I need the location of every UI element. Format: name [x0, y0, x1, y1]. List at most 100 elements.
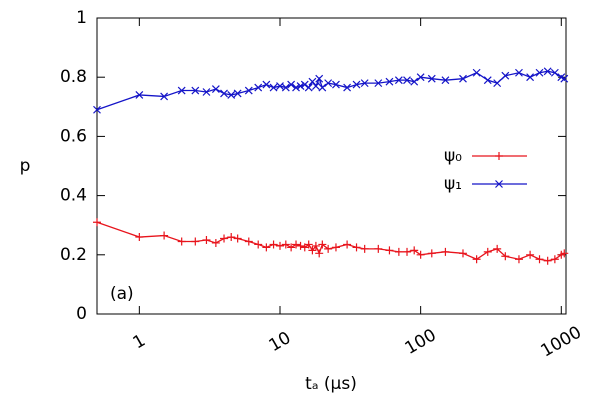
marker: [324, 244, 333, 253]
marker: [403, 247, 412, 256]
marker: [202, 88, 211, 96]
marker: [410, 77, 419, 86]
marker: [135, 233, 144, 242]
marker: [296, 241, 305, 250]
marker: [495, 180, 503, 188]
marker: [135, 91, 144, 99]
y-tick-label: 0: [76, 304, 87, 324]
marker: [483, 76, 492, 85]
series-line: [96, 70, 565, 111]
marker: [202, 236, 211, 244]
marker: [220, 234, 229, 243]
marker: [501, 71, 510, 80]
marker: [535, 68, 544, 77]
marker: [211, 85, 220, 93]
marker: [318, 83, 327, 92]
marker: [394, 247, 403, 256]
x-tick-label: 10: [266, 328, 295, 356]
marker: [403, 76, 411, 85]
marker: [300, 80, 309, 89]
marker: [160, 231, 169, 240]
marker: [458, 249, 467, 258]
marker: [227, 233, 236, 242]
marker: [287, 80, 296, 89]
marker: [416, 250, 425, 259]
marker: [191, 237, 200, 246]
marker: [410, 246, 419, 255]
marker: [483, 247, 492, 256]
y-tick-label: 0.2: [60, 245, 87, 265]
y-tick-label: 0.4: [60, 186, 87, 206]
marker: [311, 82, 320, 91]
x-tick-label: 100: [402, 325, 440, 359]
marker: [304, 240, 313, 249]
legend-label: ψ₁: [444, 174, 462, 194]
marker: [360, 244, 369, 253]
marker: [233, 234, 242, 243]
series-line: [96, 221, 565, 262]
marker: [177, 86, 186, 95]
marker: [296, 82, 305, 91]
marker: [495, 152, 503, 160]
marker: [472, 68, 481, 77]
y-axis-label: p: [20, 156, 31, 176]
marker: [427, 74, 436, 83]
marker: [211, 238, 220, 247]
marker: [550, 255, 559, 264]
marker: [526, 73, 535, 82]
marker: [227, 91, 236, 99]
marker: [459, 74, 467, 83]
marker: [191, 86, 200, 95]
marker: [441, 247, 450, 256]
marker: [254, 83, 263, 92]
marker: [543, 256, 552, 265]
marker: [287, 243, 296, 252]
marker: [220, 89, 228, 98]
marker: [472, 255, 481, 264]
marker: [560, 249, 569, 258]
marker: [385, 77, 394, 86]
x-tick-label: 1: [130, 331, 149, 354]
legend-label: ψ₀: [444, 146, 462, 166]
x-axis-label: tₐ (µs): [305, 374, 357, 394]
marker: [269, 240, 278, 249]
marker: [281, 240, 290, 249]
marker: [427, 249, 436, 258]
marker: [177, 237, 186, 246]
marker: [560, 74, 569, 83]
x-tick-label: 1000: [538, 323, 585, 362]
marker: [493, 79, 502, 88]
marker: [262, 80, 271, 89]
marker: [352, 80, 361, 89]
marker: [311, 241, 320, 250]
marker: [262, 243, 271, 252]
y-tick-label: 0.6: [60, 126, 87, 146]
marker: [493, 244, 502, 253]
annotation: (a): [110, 284, 134, 304]
marker: [374, 79, 383, 88]
marker: [292, 240, 301, 249]
marker: [160, 92, 169, 101]
marker: [308, 246, 317, 255]
marker: [315, 74, 324, 83]
plot-frame: [96, 17, 567, 315]
marker: [332, 80, 340, 89]
marker: [244, 237, 253, 246]
marker: [385, 246, 394, 255]
marker: [343, 83, 352, 92]
marker: [93, 105, 101, 114]
marker: [269, 83, 278, 92]
marker: [374, 244, 383, 253]
marker: [550, 68, 559, 77]
marker: [543, 67, 552, 76]
marker: [535, 255, 544, 264]
marker: [233, 89, 242, 98]
marker: [515, 68, 523, 77]
marker: [244, 86, 253, 95]
marker: [352, 243, 361, 252]
marker: [331, 243, 340, 252]
y-tick-label: 0.8: [60, 67, 87, 87]
marker: [514, 255, 523, 264]
marker: [394, 76, 403, 85]
